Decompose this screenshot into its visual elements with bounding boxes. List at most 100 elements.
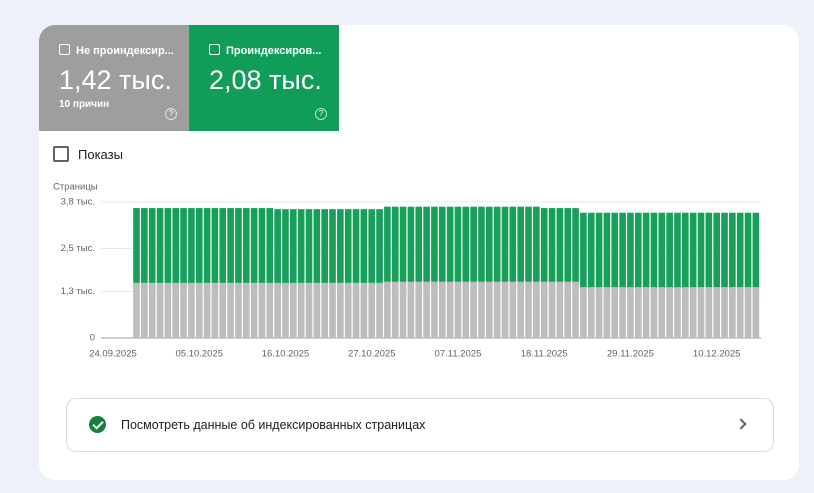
bar [674,287,681,338]
bar [721,287,728,338]
bar [611,212,619,288]
bar [384,281,391,338]
bar [329,209,336,283]
bar [305,209,313,283]
bar [470,206,477,282]
bar [407,206,415,282]
bar [587,287,595,338]
bar [250,282,258,338]
bar [399,206,407,282]
bar [540,281,548,338]
bar [689,212,697,288]
bar [533,281,540,338]
bar [729,212,736,288]
bar [501,206,509,282]
bar [713,287,720,338]
panel: Не проиндексир... 1,42 тыс. 10 причин ? … [39,25,799,480]
bar [634,287,642,338]
bar [509,281,517,338]
bar [203,282,211,338]
bar [564,208,572,282]
help-icon[interactable]: ? [315,108,327,120]
bar [713,212,720,288]
bar [258,282,266,338]
bar [564,281,572,338]
bar [438,281,446,338]
chevron [735,418,747,430]
bar [548,281,556,338]
bar [211,282,219,338]
card-title: Не проиндексир... [59,44,174,57]
bar [352,209,360,283]
bar [368,209,376,283]
bar [156,282,164,338]
bar [258,208,266,283]
bar [517,281,524,338]
x-tick-label: 05.10.2025 [175,349,223,360]
x-tick-label: 29.11.2025 [607,349,654,360]
y-tick-label: 2,5 тыс. [61,243,95,254]
bar [227,282,234,338]
bar [195,208,203,283]
bar [438,206,446,282]
impressions-toggle[interactable]: Показы [53,146,123,162]
bar [744,287,752,338]
bar [227,208,234,283]
bar [729,287,736,338]
indexed-card[interactable]: Проиндексиров... 2,08 тыс. ? [189,25,339,131]
bar [619,212,626,288]
bar [689,287,697,338]
bar [736,212,744,288]
bar [321,282,328,338]
bar [415,206,423,282]
y-axis-label: Страницы [53,182,98,193]
bar [580,287,587,338]
x-tick-label: 07.11.2025 [435,349,482,360]
bar [587,212,595,288]
bar [141,208,148,283]
bar [525,281,532,338]
bar [501,281,509,338]
bar [650,287,658,338]
bar [337,209,344,283]
bar [344,209,352,283]
bar [164,208,172,283]
bar [493,281,501,338]
bar [705,212,713,288]
bar [376,282,383,338]
bar [486,206,493,282]
bar [603,212,611,288]
bar [603,287,611,338]
bar [172,208,180,283]
bar [595,212,603,288]
bar [705,287,713,338]
help-icon[interactable]: ? [165,108,177,120]
bar [682,287,689,338]
bar [180,208,187,283]
bar [219,208,227,283]
bar [172,282,180,338]
x-tick-label: 10.12.2025 [693,349,741,360]
bar [462,206,470,282]
bar [266,282,274,338]
bar [329,282,336,338]
bar [572,208,579,282]
bar [478,206,485,282]
bar [556,208,564,282]
bar [415,281,423,338]
bar [752,212,760,288]
bar [360,282,368,338]
bar [368,282,376,338]
bar [133,282,140,338]
bar [266,208,274,283]
bar [164,282,172,338]
not-indexed-card[interactable]: Не проиндексир... 1,42 тыс. 10 причин ? [39,25,189,131]
y-tick-label: 3,8 тыс. [61,197,95,208]
indexed-pages-link[interactable]: Посмотреть данные об индексированных стр… [66,398,774,452]
bar [423,206,430,282]
card-value: 2,08 тыс. [209,65,322,95]
bar [235,282,242,338]
bar [666,212,673,288]
bar [352,282,360,338]
